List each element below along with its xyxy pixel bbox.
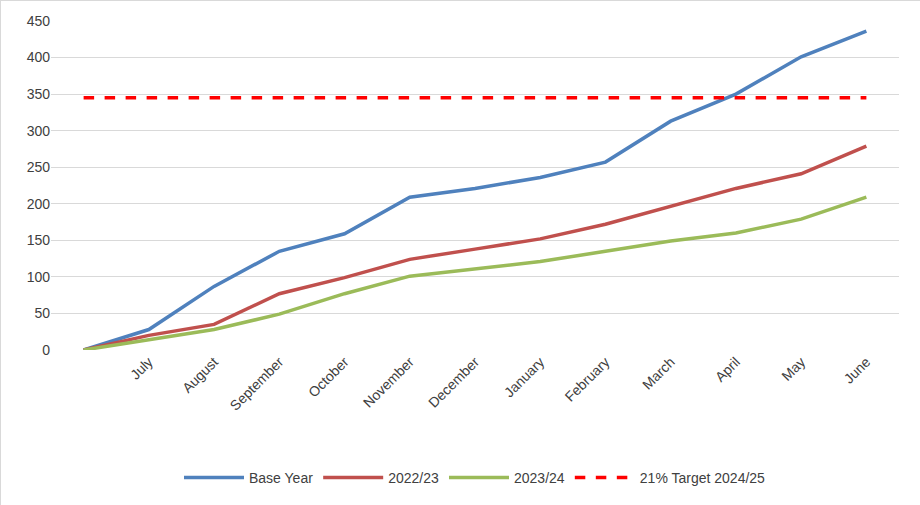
svg-text:2022/23: 2022/23 [388, 470, 439, 486]
svg-text:Base Year: Base Year [249, 470, 313, 486]
svg-text:August: August [179, 354, 221, 396]
svg-text:150: 150 [27, 232, 51, 248]
svg-text:450: 450 [27, 13, 51, 29]
svg-text:250: 250 [27, 159, 51, 175]
svg-text:350: 350 [27, 86, 51, 102]
svg-text:2023/24: 2023/24 [514, 470, 565, 486]
svg-text:300: 300 [27, 123, 51, 139]
svg-text:400: 400 [27, 49, 51, 65]
svg-text:June: June [841, 354, 874, 387]
svg-text:200: 200 [27, 196, 51, 212]
svg-text:21% Target 2024/25: 21% Target 2024/25 [640, 470, 765, 486]
svg-text:January: January [501, 354, 548, 401]
svg-text:December: December [425, 354, 482, 411]
svg-text:0: 0 [42, 342, 50, 358]
svg-text:September: September [227, 354, 287, 414]
svg-text:50: 50 [34, 305, 50, 321]
svg-text:November: November [360, 354, 417, 411]
svg-text:100: 100 [27, 269, 51, 285]
svg-text:May: May [778, 354, 808, 384]
svg-text:March: March [639, 354, 678, 393]
svg-text:October: October [305, 354, 352, 401]
svg-text:July: July [127, 354, 156, 383]
svg-text:April: April [712, 354, 743, 385]
svg-text:February: February [562, 354, 613, 405]
